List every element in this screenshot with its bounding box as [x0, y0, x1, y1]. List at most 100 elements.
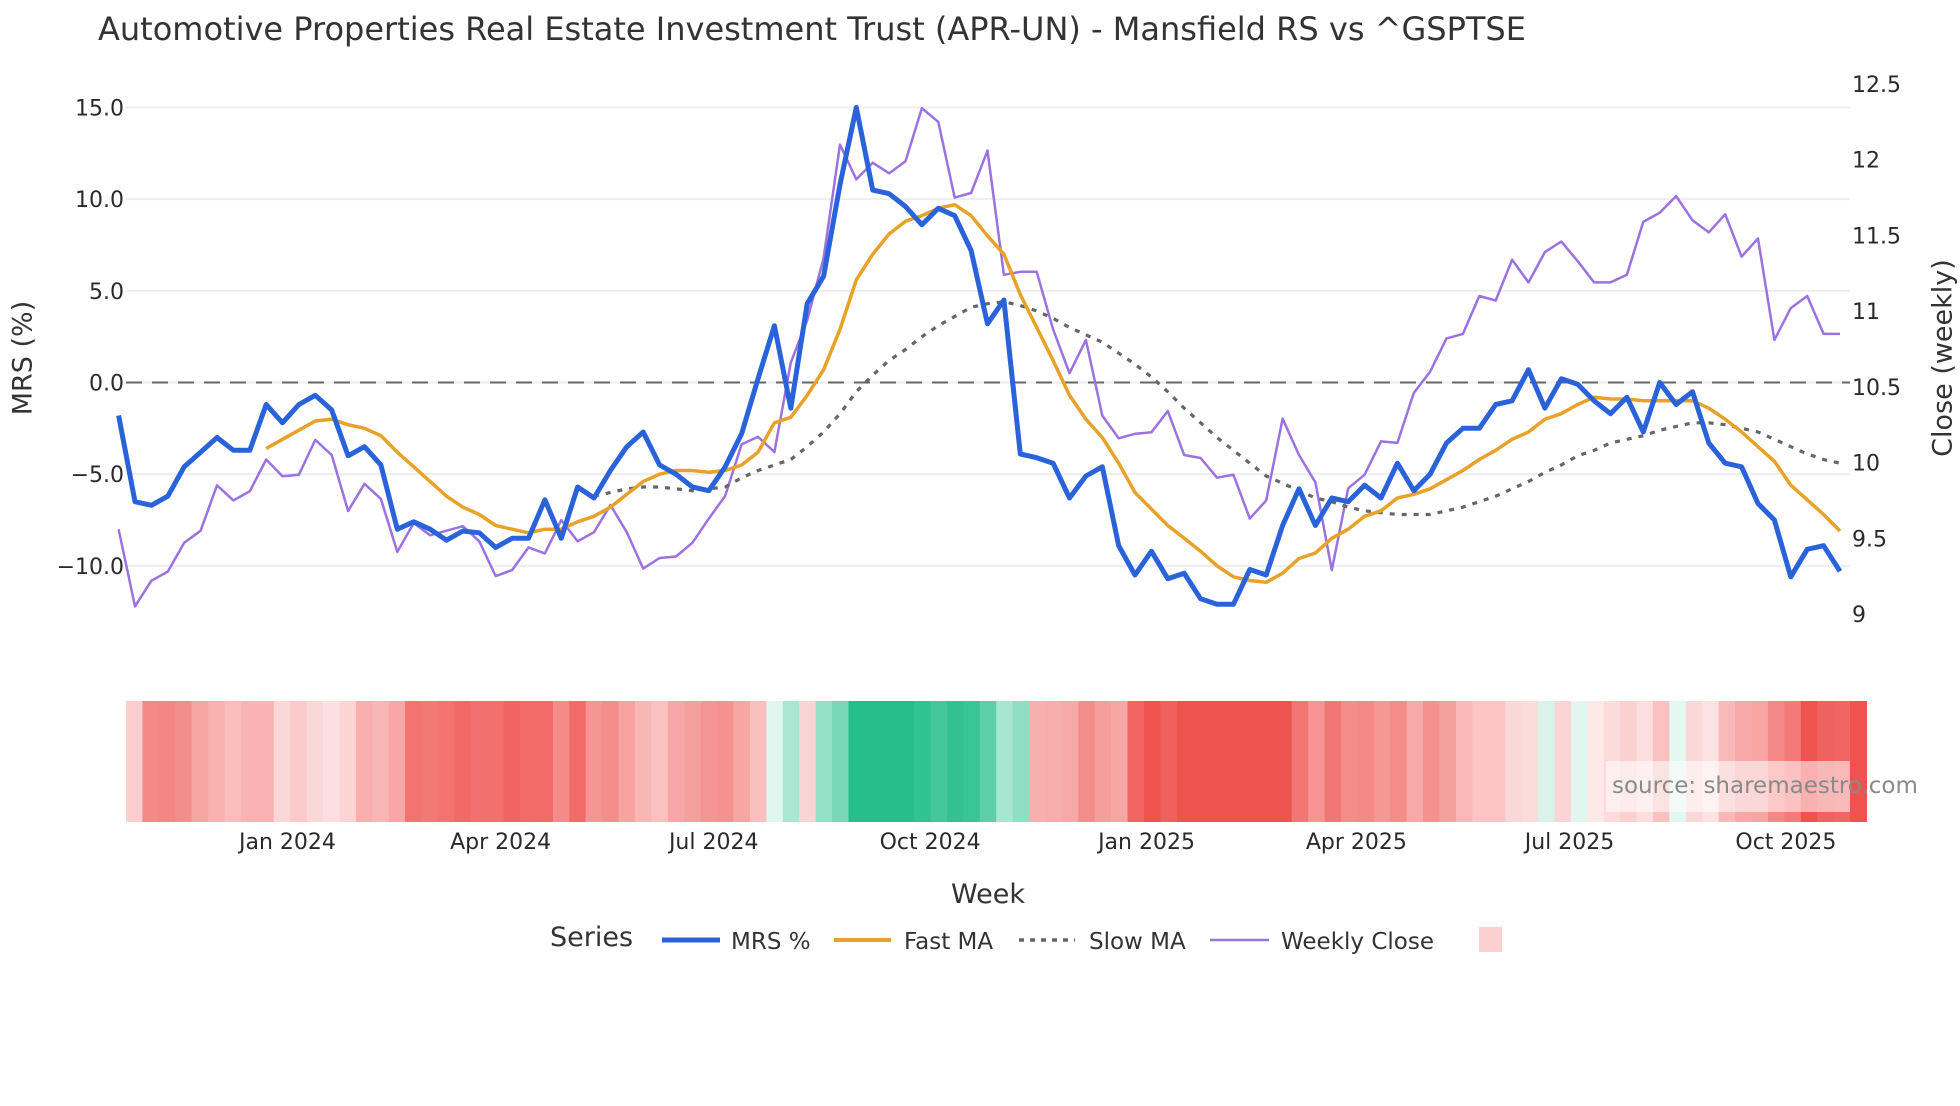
heatmap-cell — [1094, 701, 1112, 822]
heatmap-cell — [1488, 701, 1506, 822]
heatmap-cell — [1341, 701, 1359, 822]
x-tick-label: Jul 2025 — [1523, 830, 1615, 855]
x-tick-label: Jan 2024 — [237, 830, 336, 855]
heatmap-cell — [224, 701, 242, 822]
right-tick-label: 11 — [1852, 300, 1880, 325]
heatmap-cell — [1587, 701, 1605, 822]
right-tick-label: 12.5 — [1852, 73, 1901, 98]
heatmap-cell — [717, 701, 735, 822]
heatmap-cell — [848, 701, 866, 822]
heatmap-cell — [1061, 701, 1079, 822]
left-axis-title: MRS (%) — [8, 301, 39, 416]
heatmap-cell — [749, 701, 767, 822]
heatmap-cell — [355, 701, 373, 822]
chart-title: Automotive Properties Real Estate Invest… — [98, 10, 1526, 48]
heatmap-cell — [651, 701, 669, 822]
legend-title: Series — [550, 922, 633, 953]
heatmap-cell — [257, 701, 275, 822]
heatmap-cell — [487, 701, 505, 822]
heatmap-cell — [1554, 701, 1572, 822]
heatmap-cell — [1423, 701, 1441, 822]
heatmap-cell — [536, 701, 554, 822]
heatmap-cell — [1850, 701, 1868, 822]
left-tick-label: 15.0 — [75, 97, 124, 122]
heatmap-cell — [1209, 701, 1227, 822]
legend-item-slow-ma[interactable]: Slow MA — [1019, 929, 1186, 955]
heatmap-cell — [240, 701, 258, 822]
right-tick-label: 12 — [1852, 149, 1880, 174]
heatmap-cell — [569, 701, 587, 822]
heatmap-cell — [388, 701, 406, 822]
heatmap-cell — [832, 701, 850, 822]
x-tick-label: Apr 2024 — [450, 830, 551, 855]
watermark: source: sharemaestro.com — [1612, 773, 1918, 799]
legend-label-slow-ma: Slow MA — [1089, 929, 1186, 955]
heatmap-cell — [1176, 701, 1194, 822]
heatmap-cell — [290, 701, 308, 822]
x-axis-title: Week — [951, 879, 1025, 910]
heatmap-cell — [815, 701, 833, 822]
heatmap-cell — [1406, 701, 1424, 822]
heatmap-cell — [552, 701, 570, 822]
heatmap-cell — [881, 701, 899, 822]
heatmap-cell — [766, 701, 784, 822]
left-tick-label: −10.0 — [57, 555, 124, 580]
heatmap-cell — [1045, 701, 1063, 822]
series-lines — [116, 105, 1843, 608]
right-tick-label: 11.5 — [1852, 224, 1901, 249]
legend-item-fast-ma[interactable]: Fast MA — [834, 929, 993, 955]
watermark-box — [1606, 761, 1850, 812]
heatmap-cell — [421, 701, 439, 822]
heatmap-cell — [1390, 701, 1408, 822]
legend-label-weekly-close: Weekly Close — [1281, 929, 1434, 955]
heatmap-cell — [1308, 701, 1326, 822]
x-tick-label: Jan 2025 — [1096, 830, 1195, 855]
heatmap-cell — [1357, 701, 1375, 822]
heatmap-cell — [684, 701, 702, 822]
heatmap-cell — [306, 701, 324, 822]
heatmap-cell — [733, 701, 751, 822]
heatmap-cell — [1521, 701, 1539, 822]
right-tick-label: 10 — [1852, 452, 1880, 477]
series-line-fast-ma — [265, 202, 1842, 585]
heatmap-cell — [1324, 701, 1342, 822]
heatmap-cell — [602, 701, 620, 822]
heatmap-cell — [1193, 701, 1211, 822]
heatmap-cell — [520, 701, 538, 822]
heatmap-cell — [1160, 701, 1178, 822]
heatmap-cell — [273, 701, 291, 822]
heatmap-cell — [930, 701, 948, 822]
legend: Series MRS % Fast MA Slow MA Weekly Clos… — [550, 922, 1502, 955]
heatmap-cell — [782, 701, 800, 822]
heatmap-cell — [339, 701, 357, 822]
heatmap-cell — [1570, 701, 1588, 822]
heatmap-cell — [1472, 701, 1490, 822]
heatmap-cell — [1143, 701, 1161, 822]
heatmap-cell — [1226, 701, 1244, 822]
heatmap-cell — [946, 701, 964, 822]
series-line-mrs — [116, 105, 1843, 607]
heatmap-cell — [618, 701, 636, 822]
x-tick-label: Oct 2024 — [880, 830, 981, 855]
heatmap-cell — [864, 701, 882, 822]
heatmap-cell — [191, 701, 209, 822]
heatmap-cell — [470, 701, 488, 822]
heatmap-cell — [1127, 701, 1145, 822]
heatmap-cell — [963, 701, 981, 822]
heatmap-cell — [1439, 701, 1457, 822]
heatmap-cell — [323, 701, 341, 822]
heatmap-cell — [208, 701, 226, 822]
x-tick-label: Oct 2025 — [1735, 830, 1836, 855]
heatmap-cell — [454, 701, 472, 822]
left-tick-label: 10.0 — [75, 188, 124, 213]
legend-label-mrs: MRS % — [731, 929, 811, 955]
left-axis-ticks: 15.0 10.0 5.0 0.0 −5.0 −10.0 — [57, 97, 124, 580]
legend-swatch-heatmap[interactable] — [1479, 927, 1502, 952]
heatmap-cell — [1242, 701, 1260, 822]
legend-item-weekly-close[interactable]: Weekly Close — [1210, 929, 1434, 955]
legend-item-mrs[interactable]: MRS % — [662, 929, 811, 955]
legend-label-fast-ma: Fast MA — [904, 929, 993, 955]
heatmap-cell — [667, 701, 685, 822]
heatmap-cell — [126, 701, 144, 822]
